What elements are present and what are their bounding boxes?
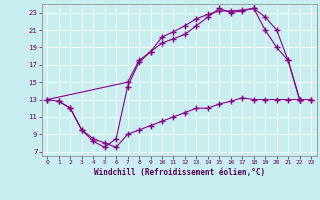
X-axis label: Windchill (Refroidissement éolien,°C): Windchill (Refroidissement éolien,°C) xyxy=(94,168,265,177)
